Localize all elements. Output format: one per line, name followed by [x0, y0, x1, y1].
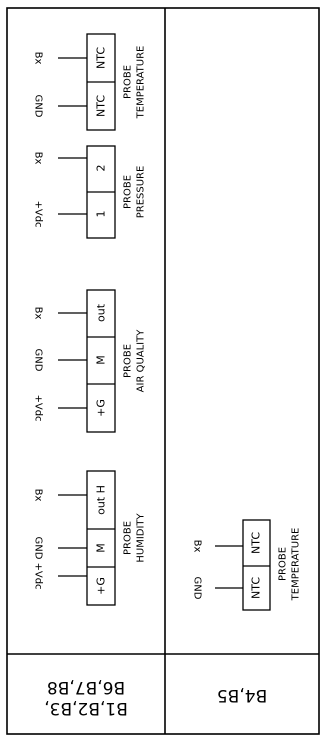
- probe-pressure: 1 2 +Vdc Bx PROBE PRESSURE: [33, 145, 147, 239]
- probe-title: PROBE: [123, 175, 134, 209]
- probe-subtitle: HUMIDITY: [136, 512, 147, 562]
- connector-block: [242, 519, 271, 611]
- terminal-label: NTC: [95, 95, 108, 117]
- probe-title: PROBE: [123, 344, 134, 378]
- wire-label: Bx: [33, 152, 44, 165]
- terminal-label: NTC: [95, 47, 108, 69]
- wire-label: Bx: [33, 52, 44, 65]
- wire-label: Bx: [33, 489, 44, 502]
- wire-label: +Vdc: [33, 394, 44, 421]
- probe-subtitle: TEMPERATURE: [136, 46, 147, 120]
- terminal-label: M: [95, 355, 108, 365]
- terminal-label: +G: [95, 399, 108, 417]
- wire-label: GND: [33, 349, 44, 372]
- wire-label: +Vdc: [33, 200, 44, 227]
- wire-label: GND: [192, 577, 203, 600]
- footer-b1-b8: B1,B2,B3, B6,B7,B8: [44, 677, 128, 718]
- wire-label: +Vdc: [33, 562, 44, 589]
- probe-title: PROBE: [123, 65, 134, 99]
- footer-line-1: B1,B2,B3,: [44, 698, 128, 718]
- probe-humidity: +G M out H +Vdc GND Bx PROBE HUMIDITY: [33, 470, 147, 606]
- terminal-label: 1: [95, 211, 108, 218]
- terminal-label: +G: [95, 577, 108, 595]
- wire-label: GND: [33, 95, 44, 118]
- footer-b4-b5: B4,B5: [217, 685, 267, 705]
- probe-air-quality: +G M out +Vdc GND Bx PROBE AIR QUALITY: [33, 289, 147, 433]
- terminal-label: 2: [95, 165, 108, 172]
- terminal-label: M: [95, 543, 108, 553]
- terminal-label: out: [95, 303, 108, 322]
- wire-label: GND: [33, 537, 44, 560]
- outer-frame: [6, 7, 320, 735]
- probe-title: PROBE: [278, 547, 289, 581]
- probe-subtitle: AIR QUALITY: [136, 329, 147, 393]
- footer-line-2: B6,B7,B8: [47, 677, 125, 697]
- terminal-label: NTC: [250, 532, 263, 554]
- connector-block: [86, 289, 116, 433]
- footer-line-1: B4,B5: [217, 685, 267, 705]
- probe-temperature: NTC NTC GND Bx PROBE TEMPERATURE: [33, 33, 147, 131]
- probe-subtitle: PRESSURE: [136, 166, 147, 219]
- connector-block: [86, 470, 116, 606]
- terminal-label: out H: [95, 485, 108, 515]
- wire-label: Bx: [192, 540, 203, 553]
- probe-subtitle: TEMPERATURE: [291, 528, 302, 602]
- terminal-label: NTC: [250, 577, 263, 599]
- probe-temperature-b4-b5: NTC NTC GND Bx PROBE TEMPERATURE: [192, 519, 302, 611]
- probe-title: PROBE: [123, 521, 134, 555]
- wire-label: Bx: [33, 307, 44, 320]
